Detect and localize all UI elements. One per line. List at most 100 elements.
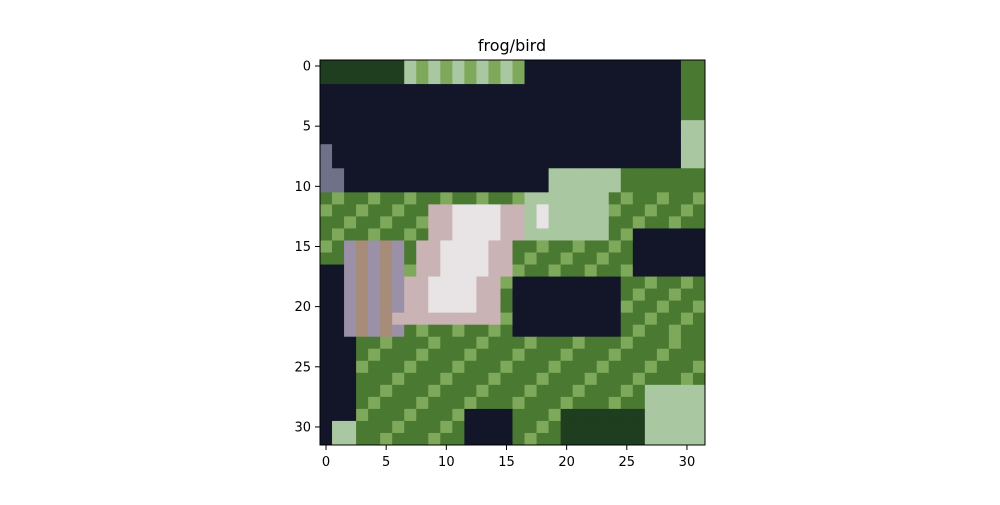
pixel-cell — [404, 372, 417, 386]
pixel-cell — [572, 168, 586, 181]
pixel-cell — [404, 384, 417, 398]
pixel-cell — [692, 192, 706, 205]
pixel-cell — [356, 372, 369, 386]
pixel-cell — [356, 288, 369, 302]
pixel-cell — [380, 96, 393, 109]
pixel-cell — [632, 312, 646, 326]
pixel-cell — [380, 156, 393, 169]
chart-title: frog/bird — [478, 36, 546, 55]
pixel-cell — [476, 384, 489, 398]
pixel-cell — [584, 108, 598, 121]
pixel-cell — [452, 84, 465, 97]
pixel-cell — [560, 432, 574, 446]
pixel-cell — [344, 312, 357, 326]
pixel-cell — [332, 84, 345, 97]
pixel-cell — [560, 108, 574, 121]
pixel-cell — [488, 264, 501, 277]
pixel-cell — [320, 312, 333, 326]
pixel-cell — [620, 312, 634, 326]
pixel-cell — [680, 396, 694, 410]
pixel-cell — [644, 60, 658, 73]
pixel-cell — [536, 396, 549, 410]
pixel-cell — [368, 348, 381, 362]
pixel-cell — [428, 276, 441, 289]
pixel-cell — [452, 228, 465, 241]
pixel-cell — [488, 420, 501, 434]
pixel-cell — [332, 432, 345, 446]
pixel-cell — [608, 72, 622, 85]
pixel-cell — [584, 144, 598, 157]
pixel-cell — [404, 240, 417, 253]
pixel-cell — [680, 204, 694, 217]
pixel-cell — [392, 240, 405, 253]
pixel-cell — [596, 120, 610, 133]
pixel-cell — [344, 72, 357, 85]
pixel-cell — [584, 372, 598, 386]
pixel-cell — [392, 336, 405, 350]
pixel-cell — [416, 60, 429, 73]
pixel-cell — [488, 384, 501, 398]
pixel-cell — [476, 432, 489, 446]
pixel-cell — [584, 420, 598, 434]
pixel-cell — [488, 108, 501, 121]
pixel-cell — [632, 276, 646, 289]
pixel-cell — [524, 204, 537, 217]
pixel-cell — [488, 312, 501, 326]
pixel-cell — [560, 324, 574, 338]
pixel-cell — [428, 192, 441, 205]
pixel-cell — [368, 60, 381, 73]
pixel-cell — [356, 276, 369, 289]
pixel-cell — [404, 180, 417, 193]
pixel-cell — [476, 336, 489, 350]
pixel-cell — [632, 372, 646, 386]
pixel-cell — [416, 168, 429, 181]
pixel-cell — [644, 324, 658, 338]
pixel-cell — [392, 432, 405, 446]
pixel-cell — [344, 252, 357, 265]
pixel-cell — [620, 420, 634, 434]
pixel-cell — [416, 396, 429, 410]
pixel-cell — [656, 120, 670, 133]
pixel-cell — [404, 348, 417, 362]
pixel-cell — [368, 288, 381, 302]
pixel-cell — [548, 288, 562, 302]
pixel-cell — [428, 288, 441, 302]
pixel-cell — [596, 384, 610, 398]
pixel-cell — [680, 360, 694, 374]
pixel-cell — [464, 384, 477, 398]
pixel-cell — [584, 300, 598, 314]
pixel-cell — [632, 204, 646, 217]
pixel-cell — [548, 156, 562, 169]
pixel-cell — [368, 144, 381, 157]
pixel-cell — [320, 204, 333, 217]
pixel-cell — [452, 324, 465, 338]
pixel-cell — [392, 96, 405, 109]
pixel-cell — [548, 360, 562, 374]
pixel-cell — [428, 144, 441, 157]
pixel-cell — [620, 132, 634, 145]
pixel-cell — [584, 96, 598, 109]
pixel-cell — [572, 312, 586, 326]
pixel-cell — [332, 324, 345, 338]
pixel-cell — [500, 120, 513, 133]
pixel-cell — [356, 132, 369, 145]
pixel-cell — [560, 60, 574, 73]
pixel-cell — [488, 216, 501, 229]
pixel-cell — [500, 96, 513, 109]
pixel-cell — [548, 264, 562, 277]
pixel-cell — [536, 168, 549, 181]
pixel-cell — [368, 72, 381, 85]
pixel-cell — [644, 96, 658, 109]
pixel-cell — [440, 96, 453, 109]
pixel-cell — [428, 336, 441, 350]
pixel-cell — [344, 84, 357, 97]
pixel-cell — [320, 168, 333, 181]
pixel-cell — [560, 84, 574, 97]
pixel-cell — [344, 432, 357, 446]
pixel-cell — [596, 108, 610, 121]
pixel-cell — [632, 156, 646, 169]
pixel-cell — [440, 396, 453, 410]
pixel-cell — [596, 72, 610, 85]
pixel-cell — [524, 324, 537, 338]
pixel-cell — [548, 96, 562, 109]
